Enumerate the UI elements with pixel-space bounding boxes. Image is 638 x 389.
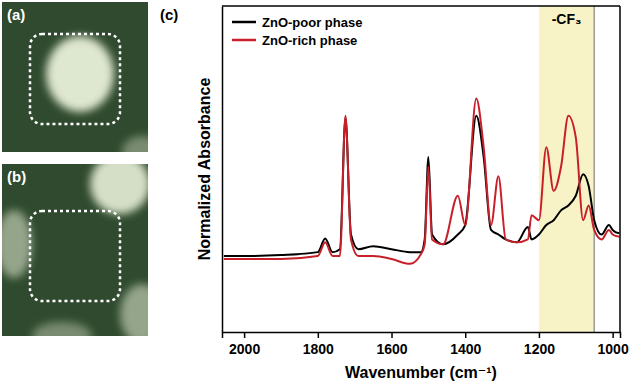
x-tick-mark bbox=[612, 332, 614, 338]
x-tick-label: 1000 bbox=[598, 341, 629, 357]
bright-region bbox=[46, 36, 114, 112]
legend-label: ZnO-poor phase bbox=[262, 15, 362, 30]
legend: ZnO-poor phase ZnO-rich phase bbox=[232, 15, 362, 48]
plot-area bbox=[224, 99, 619, 264]
panel-label: (c) bbox=[160, 6, 178, 23]
x-tick: 1800 bbox=[303, 332, 334, 357]
x-tick: 1000 bbox=[598, 332, 629, 357]
selection-box bbox=[30, 34, 120, 124]
highlight-band bbox=[539, 6, 594, 332]
x-tick-mark bbox=[391, 332, 393, 338]
spectrum-line bbox=[224, 99, 619, 264]
micrograph-background bbox=[2, 2, 148, 152]
y-axis bbox=[222, 7, 223, 333]
x-axis-title: Wavenumber (cm⁻¹) bbox=[345, 364, 497, 381]
highlight-group bbox=[539, 6, 594, 332]
micrograph-content bbox=[2, 164, 148, 336]
figure: (a) (b) 2000 1800 1600 1400 1200 1000 Wavenumber… bbox=[0, 0, 638, 389]
bright-region bbox=[2, 210, 32, 278]
x-tick-mark bbox=[539, 332, 541, 338]
x-tick: 1200 bbox=[524, 332, 555, 357]
x-axis-line bbox=[223, 333, 621, 339]
frame-top bbox=[222, 5, 620, 7]
frame-right bbox=[619, 6, 621, 332]
legend-swatch bbox=[232, 21, 256, 24]
x-tick-label: 1800 bbox=[303, 341, 334, 357]
legend-item: ZnO-poor phase bbox=[232, 15, 362, 30]
spectrum-line bbox=[224, 116, 619, 256]
x-axis: 2000 1800 1600 1400 1200 1000 bbox=[223, 332, 629, 357]
x-tick-mark bbox=[318, 332, 320, 338]
y-axis-title: Normalized Absorbance bbox=[196, 78, 213, 261]
micrograph: (a) bbox=[2, 2, 162, 168]
x-tick: 1400 bbox=[450, 332, 481, 357]
panel-label: (a) bbox=[7, 6, 25, 23]
bright-region bbox=[90, 164, 148, 214]
micrograph-content bbox=[2, 2, 148, 152]
bright-region bbox=[120, 284, 148, 336]
x-tick: 2000 bbox=[229, 332, 260, 357]
panel-label: (b) bbox=[7, 168, 26, 185]
legend-label: ZnO-rich phase bbox=[262, 33, 357, 48]
micrograph: (b) bbox=[0, 154, 164, 350]
x-tick-mark bbox=[465, 332, 467, 338]
x-tick-label: 2000 bbox=[229, 341, 260, 357]
x-tick-mark bbox=[244, 332, 246, 338]
y-axis-line bbox=[222, 7, 224, 333]
x-tick-label: 1600 bbox=[376, 341, 407, 357]
bright-region bbox=[122, 136, 148, 152]
spectrum-chart: 2000 1800 1600 1400 1200 1000 Wavenumber (cm⁻¹… bbox=[160, 6, 629, 381]
x-tick-label: 1400 bbox=[450, 341, 481, 357]
bright-region bbox=[32, 322, 92, 336]
legend-item: ZnO-rich phase bbox=[232, 33, 357, 48]
x-tick-label: 1200 bbox=[524, 341, 555, 357]
band-label: -CF₃ bbox=[552, 11, 582, 27]
legend-swatch bbox=[232, 39, 256, 42]
highlight-edge bbox=[593, 6, 595, 332]
selection-box bbox=[30, 211, 120, 301]
x-tick: 1600 bbox=[376, 332, 407, 357]
